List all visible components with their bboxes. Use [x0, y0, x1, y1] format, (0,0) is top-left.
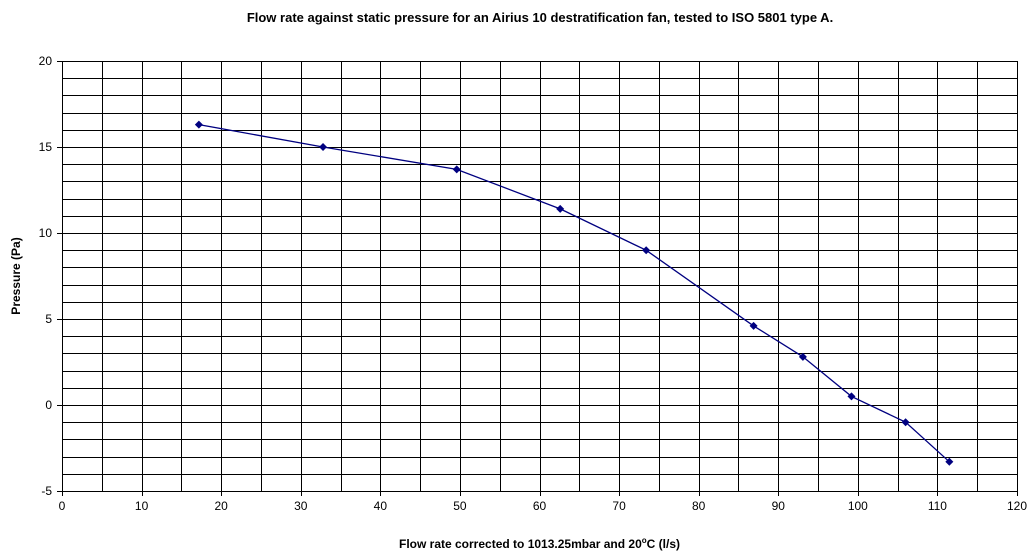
- y-tick-label: 10: [39, 226, 53, 240]
- series-group: [194, 120, 954, 466]
- x-tick-label: 0: [59, 499, 66, 513]
- data-point: [556, 204, 565, 213]
- data-point: [319, 143, 328, 151]
- data-point: [642, 246, 651, 255]
- x-tick-label: 100: [848, 499, 868, 513]
- data-point: [749, 321, 758, 330]
- series-line: [198, 123, 950, 463]
- x-tick-label: 10: [135, 499, 149, 513]
- data-point: [798, 352, 807, 361]
- data-point: [194, 120, 203, 129]
- x-axis-label-main: Flow rate corrected to 1013.25mbar and 2…: [399, 537, 642, 551]
- chart-title: Flow rate against static pressure for an…: [247, 10, 833, 25]
- y-tick-label: 5: [45, 312, 52, 326]
- grid: [62, 61, 1017, 491]
- y-tick-label: 20: [39, 54, 53, 68]
- x-axis-label-superscript: o: [642, 536, 647, 545]
- y-tick-label: 15: [39, 140, 53, 154]
- x-tick-label: 30: [294, 499, 308, 513]
- x-tick-label: 40: [374, 499, 388, 513]
- data-point: [901, 418, 910, 427]
- x-tick-label: 80: [692, 499, 706, 513]
- x-tick-label: 60: [533, 499, 547, 513]
- axis-ticks: 0 10 20 30 40 50 60 70 80 90 100 110 120 -5 0 5 10 15 20: [39, 54, 1028, 513]
- x-tick-label: 110: [928, 499, 947, 513]
- x-tick-label: 50: [453, 499, 467, 513]
- x-tick-label: 90: [772, 499, 786, 513]
- y-axis-label: Pressure (Pa): [9, 237, 23, 314]
- x-axis-label: Flow rate corrected to 1013.25mbar and 2…: [399, 536, 680, 551]
- data-point: [452, 165, 461, 174]
- y-tick-label: 0: [45, 398, 52, 412]
- y-tick-label: -5: [41, 484, 52, 498]
- x-tick-label: 120: [1007, 499, 1027, 513]
- x-tick-label: 70: [612, 499, 626, 513]
- data-point: [847, 392, 856, 401]
- x-axis-label-unit: C (l/s): [647, 537, 680, 551]
- data-point: [945, 457, 954, 466]
- x-tick-label: 20: [214, 499, 228, 513]
